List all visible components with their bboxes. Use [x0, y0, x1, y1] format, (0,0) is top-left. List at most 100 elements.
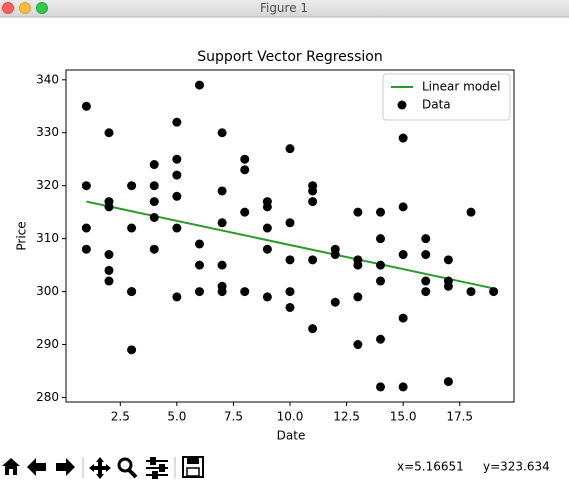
forward-button[interactable]	[56, 458, 75, 476]
data-point	[104, 250, 114, 260]
close-button[interactable]	[2, 2, 14, 14]
data-point	[217, 186, 227, 196]
data-point	[81, 244, 91, 254]
data-point	[489, 287, 499, 297]
title-bar	[0, 0, 569, 17]
data-point	[466, 287, 476, 297]
y-tick-label: 320	[36, 178, 59, 192]
chart-title: Support Vector Regression	[197, 49, 382, 65]
data-point	[285, 218, 295, 228]
data-point	[353, 260, 363, 270]
data-point	[308, 255, 318, 265]
data-point	[127, 287, 137, 297]
y-tick-label: 300	[36, 284, 59, 298]
data-point	[262, 292, 272, 302]
data-point	[104, 202, 114, 212]
data-point	[240, 287, 250, 297]
data-point	[262, 202, 272, 212]
data-point	[194, 287, 204, 297]
data-point	[217, 260, 227, 270]
y-tick-label: 280	[36, 390, 59, 404]
data-point	[149, 197, 159, 207]
zoom-button[interactable]	[36, 2, 48, 14]
legend-label: Data	[422, 98, 451, 112]
x-tick-label: 15.0	[390, 410, 417, 424]
data-point	[240, 207, 250, 217]
data-point	[421, 234, 431, 244]
data-point	[172, 154, 182, 164]
plot: Support Vector Regression Date Price 2.5…	[15, 49, 515, 443]
data-point	[172, 191, 182, 201]
data-point	[149, 212, 159, 222]
status-y: y=323.634	[483, 460, 550, 474]
toolbar: x=5.16651 y=323.634	[2, 456, 550, 479]
x-tick-label: 7.5	[224, 410, 243, 424]
data-point	[172, 292, 182, 302]
axes-frame	[65, 69, 515, 403]
data-point	[376, 334, 386, 344]
legend-swatch	[397, 100, 407, 110]
pan-button[interactable]	[89, 457, 111, 479]
data-point	[443, 281, 453, 291]
data-point	[127, 345, 137, 355]
data-point	[421, 250, 431, 260]
data-point	[194, 239, 204, 249]
data-point	[398, 382, 408, 392]
data-point	[353, 292, 363, 302]
x-tick-label: 5.0	[167, 410, 186, 424]
data-point	[330, 250, 340, 260]
data-point	[353, 207, 363, 217]
data-point	[240, 165, 250, 175]
data-point	[104, 128, 114, 138]
data-point	[172, 117, 182, 127]
data-point	[285, 302, 295, 312]
data-point	[398, 313, 408, 323]
data-point	[149, 160, 159, 170]
data-point	[443, 377, 453, 387]
data-point	[104, 276, 114, 286]
y-tick-label: 310	[36, 231, 59, 245]
data-point	[127, 223, 137, 233]
data-point	[172, 170, 182, 180]
data-point	[149, 181, 159, 191]
home-button[interactable]	[2, 458, 20, 475]
data-point	[81, 101, 91, 111]
y-tick-label: 290	[36, 337, 59, 351]
data-point	[376, 260, 386, 270]
legend-label: Linear model	[422, 80, 500, 94]
data-point	[308, 197, 318, 207]
data-point	[398, 202, 408, 212]
y-tick-label: 340	[36, 72, 59, 86]
data-point	[127, 181, 137, 191]
data-point	[217, 287, 227, 297]
data-point	[308, 186, 318, 196]
y-tick-label: 330	[36, 125, 59, 139]
data-point	[353, 340, 363, 350]
data-point	[194, 80, 204, 90]
data-point	[81, 223, 91, 233]
data-point	[104, 265, 114, 275]
minimize-button[interactable]	[19, 2, 31, 14]
save-button[interactable]	[182, 456, 204, 478]
data-point	[330, 297, 340, 307]
data-point	[308, 324, 318, 334]
data-point	[285, 287, 295, 297]
data-point	[81, 181, 91, 191]
data-point	[443, 255, 453, 265]
data-point	[217, 128, 227, 138]
data-point	[421, 276, 431, 286]
data-point	[398, 133, 408, 143]
data-point	[194, 260, 204, 270]
x-tick-label: 2.5	[111, 410, 130, 424]
legend-box	[382, 73, 511, 121]
subplots-button[interactable]	[146, 457, 168, 479]
zoom-rect-button[interactable]	[117, 457, 138, 479]
back-button[interactable]	[27, 458, 46, 476]
data-point	[240, 154, 250, 164]
data-point	[285, 255, 295, 265]
x-tick-label: 10.0	[277, 410, 304, 424]
x-tick-label: 17.5	[446, 410, 473, 424]
y-axis-label: Price	[15, 221, 29, 250]
data-point	[376, 234, 386, 244]
